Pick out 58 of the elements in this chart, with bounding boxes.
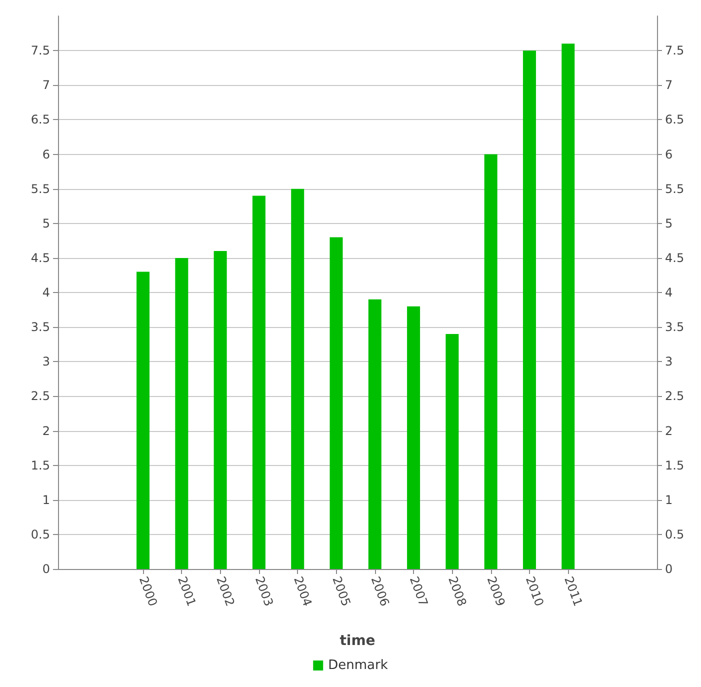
x-tick-label: 2000 [136,574,160,608]
y-tick-label: 5.5 [30,182,50,196]
y2-tick-label: 7.5 [665,44,684,58]
y-tick-label: 2 [42,424,50,438]
y2-tick-label: 5.5 [665,182,684,196]
bar [252,196,266,569]
y-tick-label: 4.5 [30,250,50,265]
y2-tick-label: 4.5 [665,250,684,265]
x-tick-label: 2008 [446,574,470,608]
y2-tick-label: 5 [665,216,673,230]
y-tick-label: 1 [42,492,50,507]
y2-tick-label: 2 [665,424,673,438]
y-tick-label: 2.5 [30,389,50,404]
x-tick-label: 2007 [406,574,431,608]
bar [562,44,575,569]
y2-tick-label: 7 [665,78,673,92]
y-tick-label: 7.5 [30,44,50,58]
y-tick-label: 4 [42,286,50,300]
x-tick-label: 2004 [291,574,315,608]
x-tick-label: 2011 [562,574,586,608]
x-tick-label: 2009 [484,574,508,608]
x-tick-label: 2003 [252,574,276,608]
legend-label: Denmark [328,658,388,673]
y2-tick-label: 0 [665,562,673,576]
y-tick-label: 3 [42,354,50,369]
bar [291,188,304,569]
y2-tick-label: 1.5 [665,458,684,472]
x-tick-label: 2005 [330,574,354,608]
y-tick-label: 6.5 [30,112,50,127]
x-tick-label: 2010 [522,574,546,608]
x-tick-label: 2001 [175,574,199,608]
y2-tick-label: 1 [665,492,673,507]
bar [214,251,227,569]
bar [484,154,498,569]
y2-tick-label: 6 [665,147,673,162]
bar [522,50,536,569]
y-tick-label: 5 [42,216,50,230]
bar [175,258,188,569]
bar [446,334,459,569]
y-tick-label: 0.5 [30,527,50,542]
y-tick-label: 6 [42,147,50,162]
bar [330,237,343,569]
x-axis-title: time [340,633,376,649]
bar [136,272,150,569]
y2-tick-label: 0.5 [665,527,684,542]
bar [368,299,382,569]
y-tick-label: 3.5 [30,320,50,334]
y2-tick-label: 3.5 [665,320,684,334]
x-tick-label: 2002 [214,574,238,608]
y-tick-label: 1.5 [30,458,50,472]
x-tick-label: 2006 [368,574,392,608]
y2-tick-label: 4 [665,286,673,300]
y2-tick-label: 6.5 [665,112,684,127]
y-tick-label: 0 [42,562,50,576]
y-tick-label: 7 [42,78,50,92]
y2-tick-label: 2.5 [665,389,684,404]
y2-tick-label: 3 [665,354,673,369]
bar [407,306,420,569]
